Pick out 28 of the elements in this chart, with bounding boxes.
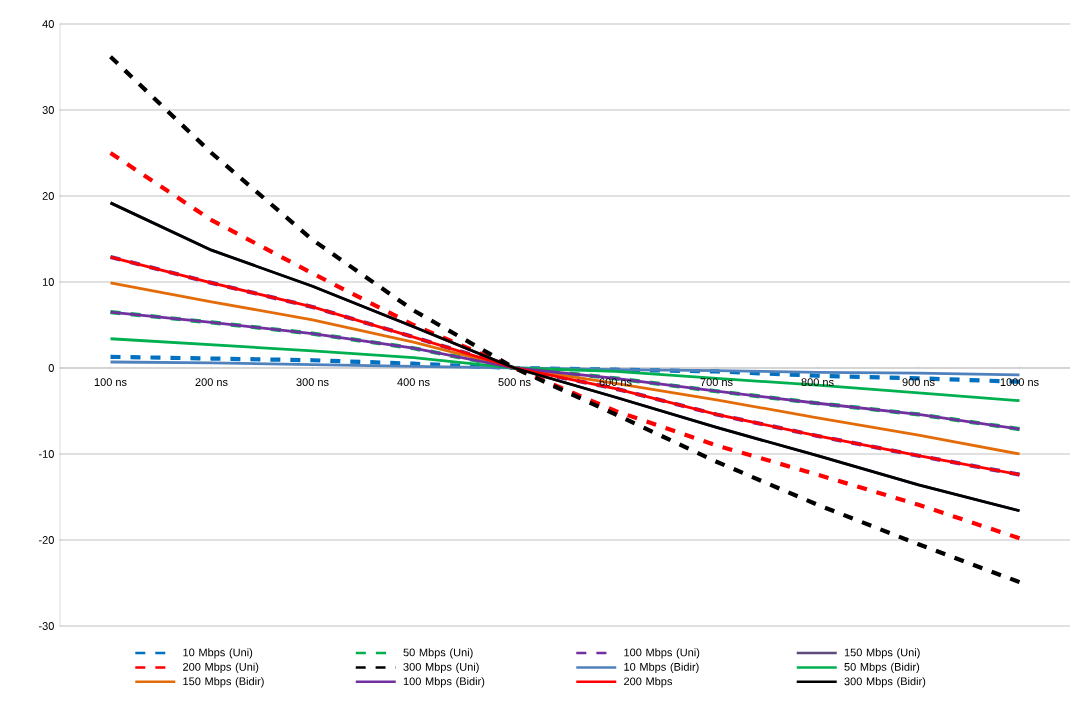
y-tick-label: -20 bbox=[38, 536, 54, 544]
y-tick-label: -10 bbox=[38, 450, 54, 458]
legend-label: 10 Mbps (Uni) bbox=[183, 648, 253, 659]
x-tick-label: 700 ns bbox=[700, 378, 733, 386]
y-tick-label: 0 bbox=[48, 364, 54, 372]
legend-label: 200 Mbps bbox=[624, 677, 673, 688]
legend-label: 300 Mbps (Uni) bbox=[403, 662, 479, 673]
x-tick-label: 500 ns bbox=[498, 378, 531, 386]
y-tick-label: 10 bbox=[42, 278, 54, 286]
x-tick-label: 300 ns bbox=[296, 378, 329, 386]
legend-label: 100 Mbps (Uni) bbox=[624, 648, 700, 659]
legend-label: 50 Mbps (Bidir) bbox=[844, 662, 920, 673]
legend-label: 50 Mbps (Uni) bbox=[403, 648, 473, 659]
legend-label: 10 Mbps (Bidir) bbox=[624, 662, 699, 673]
legend-label: 200 Mbps (Uni) bbox=[183, 662, 259, 673]
x-tick-label: 900 ns bbox=[902, 378, 935, 386]
y-tick-label: 20 bbox=[42, 192, 54, 200]
y-tick-label: -30 bbox=[38, 622, 54, 630]
legend-label: 300 Mbps (Bidir) bbox=[844, 677, 926, 688]
legend-label: 100 Mbps (Bidir) bbox=[403, 677, 485, 688]
legend-label: 150 Mbps (Bidir) bbox=[183, 677, 264, 688]
y-tick-label: 40 bbox=[42, 20, 54, 28]
x-tick-label: 100 ns bbox=[94, 378, 127, 386]
y-tick-label: 30 bbox=[42, 106, 54, 114]
legend-label: 150 Mbps (Uni) bbox=[844, 648, 920, 659]
x-tick-label: 200 ns bbox=[195, 378, 228, 386]
x-tick-label: 400 ns bbox=[397, 378, 430, 386]
x-tick-label: 1000 ns bbox=[1000, 378, 1039, 386]
